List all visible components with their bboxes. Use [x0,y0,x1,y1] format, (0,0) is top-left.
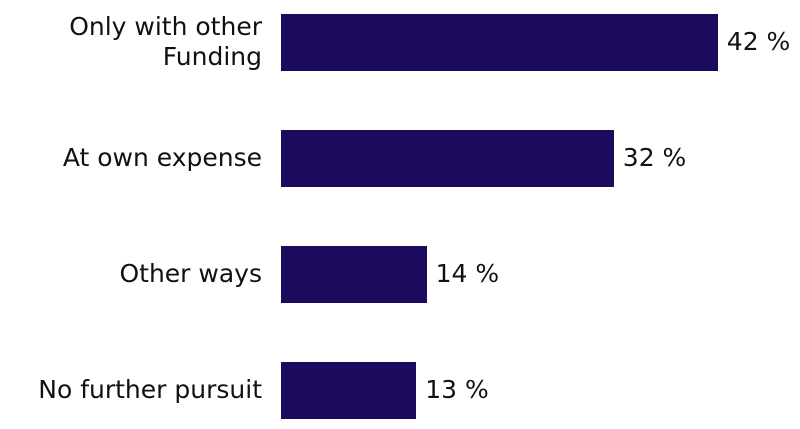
bar [281,245,427,303]
bar [281,129,614,187]
category-label: At own expense [0,123,262,193]
category-text: Only with other Funding [69,12,262,71]
value-label: 42 % [726,27,791,56]
category-label: Other ways [0,239,262,309]
value-label: 14 % [435,259,500,288]
category-label: No further pursuit [0,355,262,425]
category-text: At own expense [62,143,262,172]
value-label: 13 % [425,375,489,404]
category-text: Other ways [119,259,262,288]
bar [281,13,718,71]
bar [281,361,417,419]
category-text: No further pursuit [38,375,262,404]
category-label: Only with other Funding [0,7,262,77]
value-label: 32 % [622,143,687,172]
